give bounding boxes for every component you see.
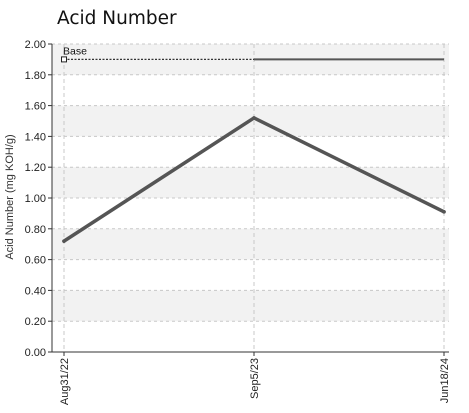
y-tick-label: 0.40 bbox=[25, 285, 46, 297]
chart-title: Acid Number bbox=[57, 8, 177, 29]
y-tick-label: 1.40 bbox=[25, 131, 46, 143]
x-tick-label: Aug31/22 bbox=[59, 358, 71, 405]
reference-line: Base bbox=[61, 45, 444, 63]
background-bands bbox=[52, 44, 449, 322]
y-tick-label: 1.80 bbox=[25, 70, 46, 82]
x-tick-label: Jun18/24 bbox=[439, 358, 451, 403]
y-tick-labels: 0.00 0.20 0.40 0.60 0.80 1.00 1.20 1.40 1.60 1.80… bbox=[25, 39, 46, 359]
background-band bbox=[52, 228, 449, 260]
x-tick-labels: Aug31/22 Sep5/23 Jun18/24 bbox=[59, 358, 451, 405]
x-tick-label: Sep5/23 bbox=[249, 358, 261, 399]
background-band bbox=[52, 290, 449, 322]
data-point bbox=[62, 239, 66, 243]
base-marker bbox=[61, 56, 67, 63]
base-label: Base bbox=[63, 45, 87, 57]
data-point bbox=[252, 116, 256, 120]
y-tick-label: 1.60 bbox=[25, 101, 46, 113]
y-axis-label: Acid Number (mg KOH/g) bbox=[4, 134, 16, 259]
y-tick-label: 0.80 bbox=[25, 224, 46, 236]
axes bbox=[48, 43, 449, 356]
data-series bbox=[62, 116, 446, 243]
y-tick-label: 0.60 bbox=[25, 255, 46, 267]
data-point bbox=[442, 210, 446, 214]
grid-lines bbox=[52, 43, 449, 352]
y-tick-label: 1.20 bbox=[25, 162, 46, 174]
y-tick-label: 2.00 bbox=[25, 39, 46, 51]
y-tick-label: 0.20 bbox=[25, 316, 46, 328]
background-band bbox=[52, 167, 449, 198]
y-tick-label: 0.00 bbox=[25, 347, 46, 359]
y-tick-label: 1.00 bbox=[25, 193, 46, 205]
